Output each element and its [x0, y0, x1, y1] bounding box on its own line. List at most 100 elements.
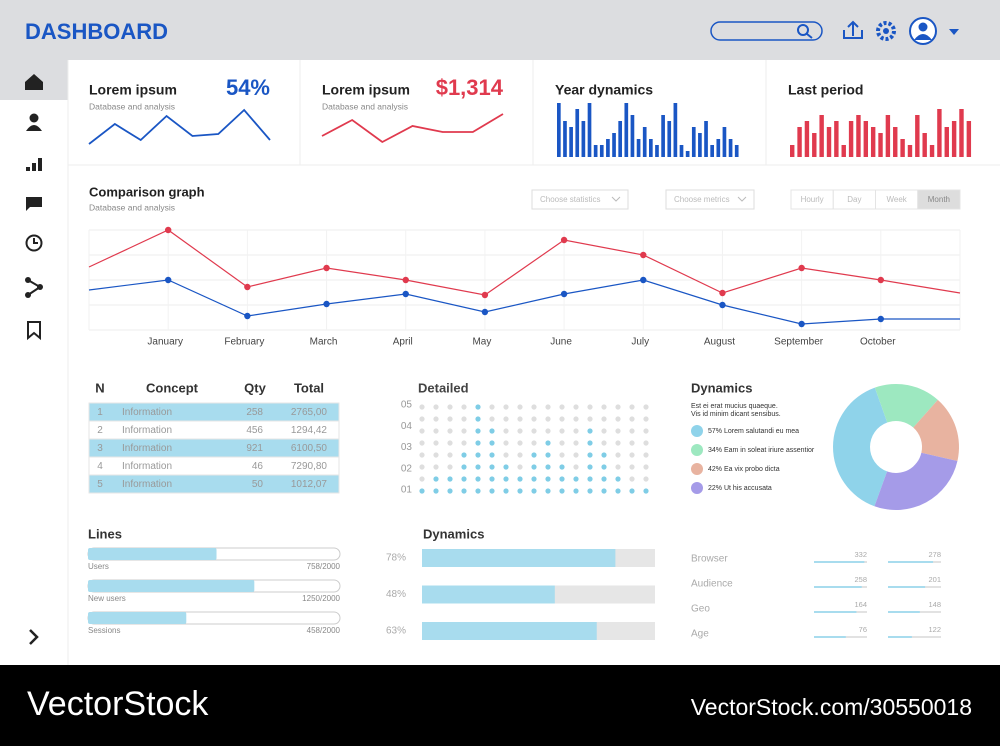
tab[interactable] [917, 189, 961, 210]
series-point [877, 315, 885, 323]
bar [667, 121, 672, 157]
row-label: 05 [401, 400, 413, 411]
search-box[interactable] [710, 21, 823, 41]
legend-label: 34% Eam in soleat iriure assentior [708, 447, 815, 454]
bar [804, 121, 810, 157]
app-title: DASHBOARD [25, 19, 168, 44]
bar [612, 133, 616, 157]
series-point [719, 301, 726, 309]
bar-fill [422, 585, 555, 604]
nav-expand[interactable] [29, 629, 39, 645]
bar [691, 127, 696, 157]
table-cell: 5 [97, 479, 103, 490]
x-tick-label: October [860, 337, 896, 348]
sparkline [88, 108, 271, 145]
dot [573, 452, 579, 458]
bar [870, 127, 876, 157]
dot [601, 452, 607, 458]
x-tick-label: March [310, 337, 338, 348]
dot [643, 464, 649, 470]
dot [419, 428, 425, 434]
dot [433, 452, 439, 458]
dot [615, 464, 621, 470]
upload-icon[interactable] [843, 20, 863, 39]
table-cell: 921 [246, 443, 263, 454]
dot [419, 452, 425, 458]
series-point [640, 251, 647, 259]
bar [593, 145, 598, 157]
stat-value: 332 [854, 550, 867, 559]
nav-home[interactable] [25, 74, 43, 90]
legend-swatch [691, 425, 703, 437]
table-cell: Information [122, 461, 172, 472]
series-point [244, 283, 251, 291]
nav-stats[interactable] [26, 158, 42, 171]
settings-icon[interactable] [876, 21, 896, 41]
bar [944, 127, 949, 157]
dot [587, 452, 593, 458]
dropdown[interactable] [531, 189, 629, 210]
dot [559, 404, 565, 410]
series-point [719, 289, 726, 297]
search-icon[interactable] [797, 24, 809, 36]
dot [531, 464, 537, 470]
dot [545, 464, 551, 470]
bar [959, 109, 964, 157]
bar [685, 151, 690, 157]
stat-label: Browser [691, 554, 728, 565]
dot [587, 404, 593, 410]
dot-column [629, 404, 635, 494]
dot [629, 464, 635, 470]
dot [419, 440, 425, 446]
nav-bookmark[interactable] [27, 321, 41, 341]
bar [819, 115, 824, 157]
dot [559, 488, 565, 494]
dot [503, 476, 509, 482]
dot [517, 428, 523, 434]
dot [559, 464, 565, 470]
nav-history[interactable] [25, 234, 43, 252]
series-point [402, 290, 409, 298]
dot [531, 404, 537, 410]
legend-label: 22% Ut his accusata [708, 485, 772, 492]
stat-label: Geo [691, 604, 710, 615]
dot [629, 488, 635, 494]
dot [629, 416, 635, 422]
bar [557, 103, 561, 157]
dot [517, 404, 523, 410]
dot-column [517, 404, 523, 494]
bar [630, 115, 635, 157]
stat-value: 201 [928, 575, 941, 584]
dot [461, 404, 467, 410]
stat-value: 122 [928, 625, 941, 634]
dot [419, 404, 425, 410]
nav-user[interactable] [29, 113, 39, 123]
dot-column [503, 404, 509, 494]
table-cell: 4 [97, 461, 103, 472]
dot [447, 440, 453, 446]
dot [601, 440, 607, 446]
dropdown[interactable] [665, 189, 755, 210]
nav-messages[interactable] [26, 197, 42, 211]
table-header: Concept [146, 380, 199, 395]
dropdown-chevron [737, 196, 747, 202]
dot [531, 452, 537, 458]
stat-value: 148 [928, 600, 941, 609]
dot-column [475, 404, 481, 494]
series-point [640, 276, 647, 284]
series-point [481, 291, 489, 299]
dot [615, 440, 621, 446]
table-header: Total [294, 380, 324, 395]
x-tick-label: September [774, 337, 824, 348]
donut-slice [913, 399, 959, 461]
progress-label: Sessions [88, 626, 120, 635]
table-cell: 6100,50 [291, 443, 328, 454]
bar [937, 109, 942, 157]
series-point [798, 320, 805, 328]
section-title: Comparison graph [89, 184, 205, 199]
dropdown-arrow[interactable] [949, 29, 959, 35]
bar [915, 115, 920, 157]
bar [624, 103, 629, 157]
bar [563, 121, 567, 157]
header-bar [0, 0, 1000, 60]
